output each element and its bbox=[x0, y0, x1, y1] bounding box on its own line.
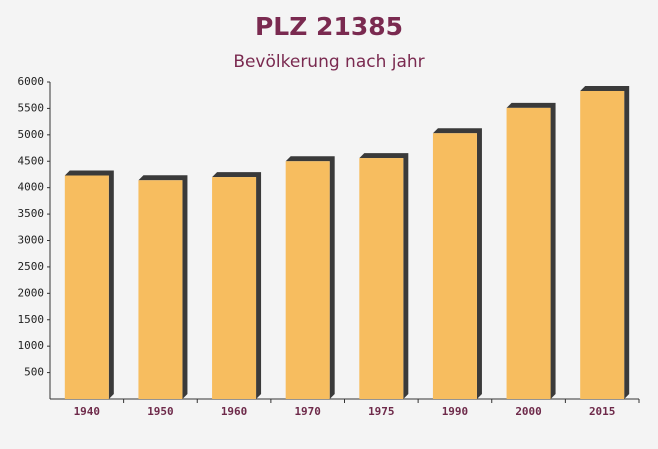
y-tick-label: 4000 bbox=[18, 181, 45, 194]
y-tick-label: 6000 bbox=[18, 75, 45, 88]
x-tick-label: 1960 bbox=[221, 405, 248, 418]
bar-shadow bbox=[432, 128, 482, 399]
x-tick-label: 2000 bbox=[515, 405, 542, 418]
bar bbox=[580, 90, 625, 400]
y-tick-label: 3000 bbox=[18, 234, 45, 247]
y-tick-label: 500 bbox=[24, 366, 44, 379]
x-tick-label: 1950 bbox=[147, 405, 174, 418]
y-tick-label: 1500 bbox=[18, 313, 45, 326]
x-tick-label: 1990 bbox=[442, 405, 469, 418]
bar-shadow bbox=[285, 156, 335, 399]
bar-shadow bbox=[212, 172, 262, 399]
bar-shadow bbox=[138, 175, 188, 399]
bar-shadow bbox=[580, 85, 630, 400]
x-tick-label: 2015 bbox=[589, 405, 616, 418]
bar bbox=[212, 177, 257, 399]
bar bbox=[359, 158, 404, 399]
x-tick-label: 1975 bbox=[368, 405, 395, 418]
bar bbox=[506, 107, 551, 399]
y-tick-label: 4500 bbox=[18, 154, 45, 167]
y-tick-label: 1000 bbox=[18, 339, 45, 352]
bar bbox=[64, 175, 109, 399]
y-tick-label: 3500 bbox=[18, 207, 45, 220]
y-tick-label: 5000 bbox=[18, 128, 45, 141]
chart-title: PLZ 21385 bbox=[255, 12, 403, 41]
bar bbox=[285, 161, 330, 399]
y-tick-label: 5500 bbox=[18, 101, 45, 114]
bar bbox=[138, 180, 183, 399]
x-tick-label: 1940 bbox=[74, 405, 101, 418]
bar bbox=[432, 133, 477, 399]
y-tick-label: 2000 bbox=[18, 286, 45, 299]
bar-shadow bbox=[506, 102, 556, 399]
bar-shadow bbox=[64, 170, 114, 399]
bar-shadow bbox=[359, 153, 409, 399]
y-tick-label: 2500 bbox=[18, 260, 45, 273]
chart-subtitle: Bevölkerung nach jahr bbox=[233, 52, 424, 72]
x-tick-label: 1970 bbox=[294, 405, 321, 418]
